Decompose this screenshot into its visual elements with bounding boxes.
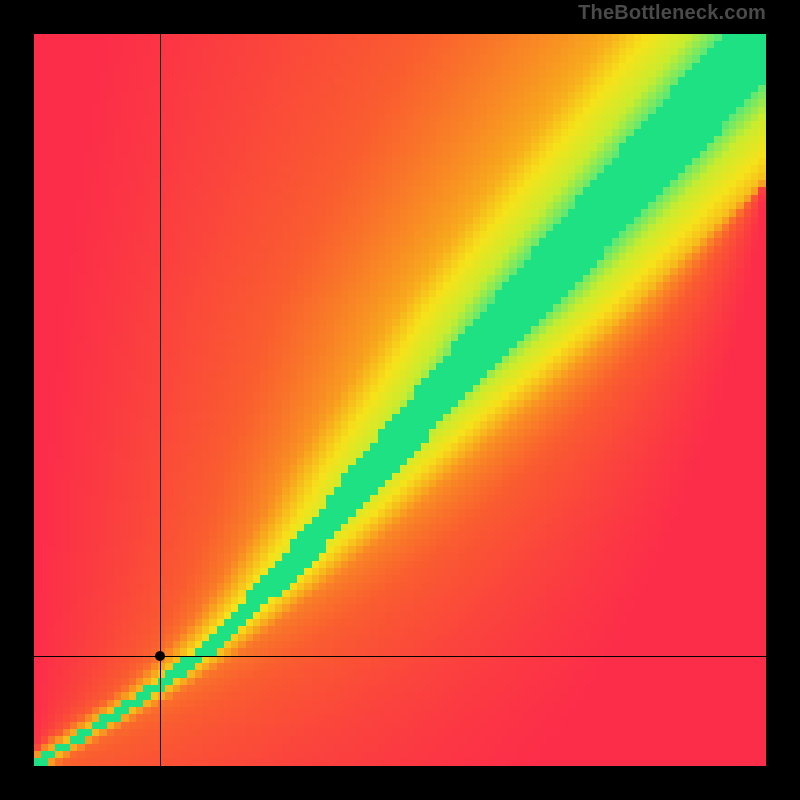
crosshair-marker [155, 651, 165, 661]
heatmap-plot [34, 34, 766, 766]
attribution-text: TheBottleneck.com [578, 2, 766, 25]
crosshair-horizontal [34, 656, 766, 657]
